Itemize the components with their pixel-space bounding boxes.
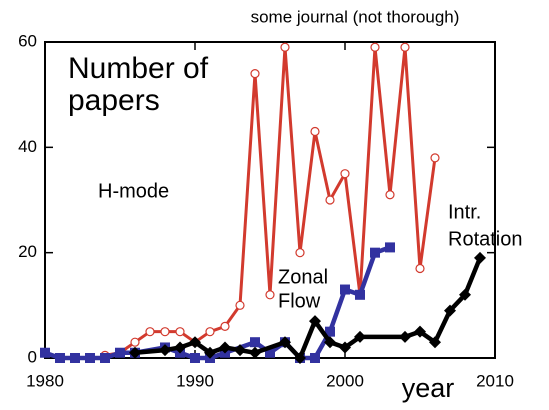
marker [444,304,456,317]
annotation: Flow [278,290,321,312]
marker [415,263,425,274]
marker [400,42,410,52]
marker [115,347,125,358]
marker [280,42,290,52]
marker [385,242,395,253]
y-tick-label: 40 [18,137,37,156]
marker [325,195,335,205]
x-tick-label: 1980 [26,371,64,390]
y-tick-label: 20 [18,242,37,261]
marker [145,327,155,337]
marker [429,336,441,349]
marker [189,336,201,349]
marker [414,325,426,338]
marker [294,352,306,364]
marker [370,247,380,258]
marker [324,336,336,349]
marker [250,68,260,79]
marker [100,353,110,363]
marker [325,326,335,337]
marker [55,353,65,363]
marker [355,289,365,300]
marker [474,251,486,264]
annotation: papers [68,84,160,117]
marker [70,353,80,363]
annotation: Rotation [448,228,523,250]
marker [430,153,440,163]
marker [309,315,321,328]
marker [399,330,411,343]
marker [265,347,275,358]
marker [339,341,351,354]
marker [459,288,471,301]
y-tick-label: 0 [28,347,37,366]
plot-frame [44,41,496,359]
marker [85,353,95,363]
marker [219,341,231,354]
marker [340,284,350,295]
marker [370,42,380,52]
marker [354,330,366,343]
annotation: Zonal [278,266,328,288]
marker [295,248,305,258]
marker [385,190,395,200]
marker [190,353,200,363]
marker [279,336,291,349]
marker [205,327,215,337]
marker [129,346,141,359]
marker [159,344,171,357]
marker [234,344,246,357]
annotation: Number of [68,52,209,85]
marker [249,346,261,359]
marker [175,327,185,337]
x-tick-label: 2000 [326,371,364,390]
annotation: Intr. [448,201,481,223]
x-tick-label: 2010 [476,371,514,390]
marker [174,341,186,354]
marker [310,353,320,363]
marker [220,321,230,331]
annotation: H-mode [98,180,169,202]
marker [340,169,350,179]
marker [160,327,170,337]
marker [40,347,50,358]
series-line [44,245,391,361]
marker [235,300,245,310]
marker [204,346,216,359]
marker [310,126,320,137]
marker [130,337,140,347]
x-tick-label: 1990 [176,371,214,390]
marker [250,337,260,348]
x-axis-label: year [402,373,455,403]
chart-title: some journal (not thorough) [251,7,460,26]
marker [265,290,275,300]
y-tick-label: 60 [18,31,37,50]
